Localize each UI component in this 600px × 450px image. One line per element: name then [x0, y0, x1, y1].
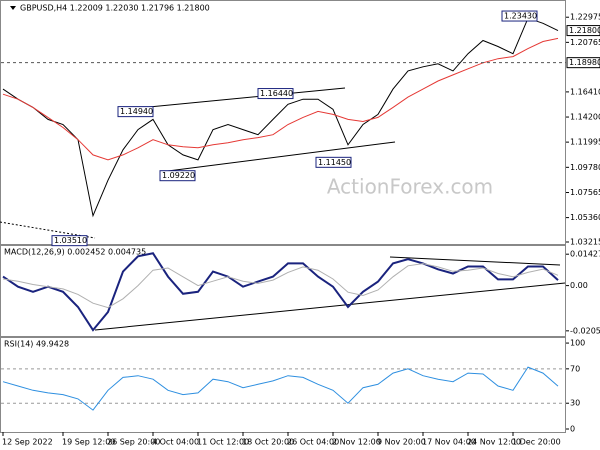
y-tick-label: 1.16410 — [570, 87, 600, 96]
y-tick-label: 100 — [570, 339, 585, 348]
price-annotation: 1.23430 — [504, 12, 537, 21]
y-tick-label: 1.07565 — [570, 188, 600, 197]
macd-title: MACD(12,26,9) 0.002452 0.004735 — [4, 248, 146, 257]
x-tick-label: 26 Oct 04:00 — [287, 438, 339, 447]
trend-line — [159, 141, 396, 173]
price-annotation-box — [257, 88, 294, 100]
series-line — [2, 366, 559, 411]
x-tick-label: 26 Sep 20:00 — [107, 438, 160, 447]
x-tick-label: 19 Sep 12:00 — [62, 438, 115, 447]
price-annotation: 1.16440 — [260, 89, 293, 98]
x-tick-label: 18 Oct 20:00 — [242, 438, 294, 447]
y-tick-label: 1.14200 — [570, 113, 600, 122]
price-annotation: 1.11450 — [318, 158, 351, 167]
x-tick-label: 11 Oct 12:00 — [197, 438, 249, 447]
y-tick-label: 1.22975 — [570, 13, 600, 22]
price-annotation-box — [51, 235, 88, 247]
x-tick-label: 2 Nov 12:00 — [332, 438, 381, 447]
price-annotation-box — [159, 170, 196, 182]
price-annotation: 1.14940 — [120, 107, 153, 116]
x-tick-label: 1 Dec 20:00 — [512, 438, 561, 447]
x-tick-label: 24 Nov 12:00 — [467, 438, 521, 447]
last-price-box — [566, 25, 600, 37]
y-tick-label: 30 — [570, 399, 580, 408]
y-tick-label: 1.11995 — [570, 138, 600, 147]
level-box — [566, 57, 600, 69]
rsi-panel — [0, 337, 566, 433]
series-line — [2, 17, 559, 218]
price-annotation-box — [315, 156, 352, 168]
y-tick-label: 0 — [570, 424, 575, 433]
last-price-label: 1.21800 — [569, 26, 600, 35]
price-annotation-box — [117, 106, 154, 118]
x-tick-label: 17 Nov 04:00 — [422, 438, 476, 447]
menu-arrow — [10, 6, 16, 10]
series-line — [2, 252, 559, 332]
x-tick-label: 4 Oct 04:00 — [152, 438, 199, 447]
price-annotation-box — [501, 10, 538, 22]
series-line — [2, 37, 559, 161]
trend-line — [389, 256, 561, 266]
chart-title: GBPUSD,H4 1.22009 1.22030 1.21796 1.2180… — [20, 4, 210, 13]
y-tick-label: 1.09780 — [570, 163, 600, 172]
y-tick-label: 1.03215 — [570, 238, 600, 247]
y-tick-label: 0.014278 — [570, 250, 600, 259]
y-tick-label: -0.020556 — [570, 326, 600, 335]
x-tick-label: 12 Sep 2022 — [2, 438, 53, 447]
level-label: 1.18980 — [569, 58, 600, 67]
rsi-title: RSI(14) 49.9428 — [4, 340, 69, 349]
series-line — [2, 263, 559, 309]
trend-line — [117, 87, 346, 111]
y-tick-label: 1.05360 — [570, 213, 600, 222]
x-tick-label: 9 Nov 20:00 — [377, 438, 426, 447]
y-tick-label: 1.20765 — [570, 38, 600, 47]
price-panel — [0, 0, 566, 245]
watermark: ActionForex.com — [327, 175, 493, 199]
price-annotation: 1.09220 — [162, 171, 195, 180]
y-tick-label: 70 — [570, 364, 580, 373]
price-annotation: 1.03510 — [54, 236, 87, 245]
y-tick-label: 0.00 — [570, 281, 588, 290]
trend-line — [94, 282, 566, 331]
